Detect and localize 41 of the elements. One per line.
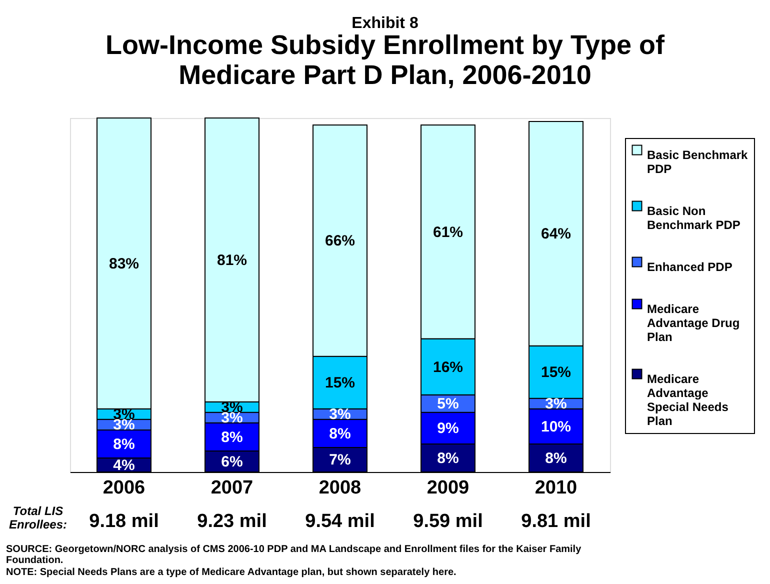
data-label: 16%: [432, 358, 464, 376]
legend-label: Basic Benchmark PDP: [647, 148, 748, 176]
legend-label: Medicare Advantage Special Needs Plan: [647, 372, 729, 428]
legend-label: Basic Non Benchmark PDP: [647, 204, 740, 232]
text: 9.81 mil: [521, 511, 591, 532]
text: 9.59 mil: [413, 511, 483, 532]
data-label: 7%: [329, 452, 351, 469]
chart-title: Exhibit 8: [352, 15, 418, 32]
text: 9.18 mil: [89, 511, 159, 532]
x-tick-label: 2010: [534, 478, 578, 498]
source-note: SOURCE: Georgetown/NORC analysis of CMS 2006-10 PDP and MA Landscape and Enrollment files for the Kaiser Family Foundation.: [6, 544, 582, 566]
text: NOTE: Special Needs Plans are a type of Medicare Advantage plan, but shown separately here.: [6, 567, 457, 578]
data-label: 61%: [432, 224, 464, 241]
x-tick-label: 2009: [426, 478, 470, 498]
legend-label: Enhanced PDP: [647, 260, 732, 274]
data-label: 6%: [221, 453, 243, 470]
text: 9.54 mil: [305, 511, 375, 532]
chart-subtitle: Low-Income Subsidy Enrollment by Type of Medicare Part D Plan, 2006-2010: [105, 30, 666, 90]
data-label: 3%: [545, 396, 567, 413]
data-label: 10%: [540, 418, 572, 436]
x-tick-label: 2006: [102, 478, 146, 498]
legend-label: Medicare Advantage Drug Plan: [647, 302, 740, 344]
text: Total LIS Enrollees:: [8, 504, 68, 532]
data-label: 8%: [545, 450, 567, 467]
x-tick-label: 2007: [210, 478, 254, 498]
data-label: 15%: [540, 364, 572, 382]
text: 9.23 mil: [197, 511, 267, 532]
data-label: 83%: [108, 255, 140, 272]
data-label: 8%: [437, 450, 459, 467]
x-tick-label: 2008: [318, 478, 362, 498]
data-label: 5%: [437, 396, 459, 413]
data-label: 4%: [113, 456, 135, 474]
data-label: 81%: [216, 252, 248, 269]
data-label: 8%: [329, 425, 351, 442]
data-label: 8%: [113, 436, 135, 453]
data-label: 3%: [329, 406, 351, 424]
data-label: 9%: [437, 420, 459, 438]
data-label: 15%: [324, 374, 356, 392]
data-label: 64%: [540, 226, 572, 243]
data-label: 8%: [221, 428, 243, 446]
data-label: 66%: [324, 232, 356, 250]
